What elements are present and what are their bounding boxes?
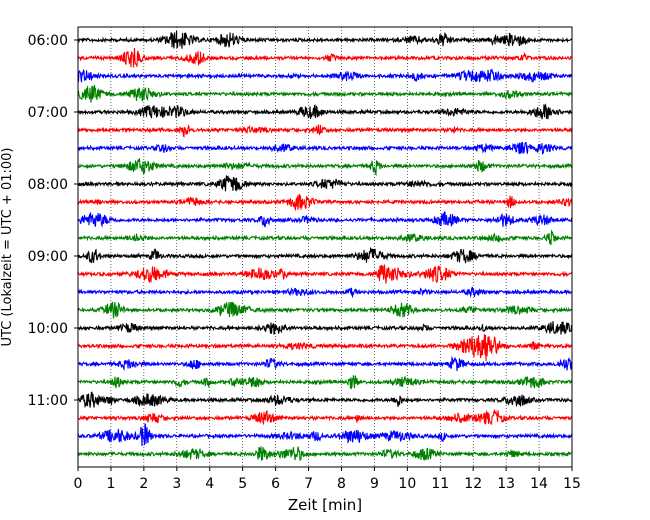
x-axis-ticks: 0 1 2 3 4 5 6 7 8 9 10 11 12 13 14 15 (74, 467, 581, 492)
y-tick-label-3: 09:00 (28, 249, 68, 265)
trace-1030 (77, 355, 573, 372)
x-tick-label-14: 14 (530, 476, 548, 492)
x-tick-label-0: 0 (74, 476, 83, 492)
trace-1000 (77, 321, 573, 335)
trace-0615 (77, 47, 573, 68)
x-tick-label-13: 13 (497, 476, 515, 492)
x-tick-label-15: 15 (563, 476, 581, 492)
y-axis-label: UTC (Lokalzeit = UTC + 01:00) (0, 148, 15, 347)
x-tick-label-3: 3 (172, 476, 181, 492)
trace-0900 (77, 246, 573, 264)
x-tick-label-8: 8 (337, 476, 346, 492)
plot-frame (77, 26, 573, 468)
trace-0930 (77, 286, 573, 299)
y-tick-label-5: 11:00 (28, 393, 68, 409)
x-axis-label: Zeit [min] (288, 496, 362, 514)
x-tick-label-9: 9 (370, 476, 379, 492)
y-tick-label-1: 07:00 (28, 105, 68, 121)
x-tick-label-7: 7 (304, 476, 313, 492)
trace-0830 (77, 211, 573, 228)
trace-0915 (77, 264, 573, 284)
trace-0815 (77, 193, 573, 212)
x-tick-label-2: 2 (139, 476, 148, 492)
x-tick-label-11: 11 (431, 476, 449, 492)
trace-0845 (77, 229, 573, 245)
y-tick-label-2: 08:00 (28, 177, 68, 193)
trace-1100 (77, 391, 573, 408)
y-axis-ticks: 06:00 07:00 08:00 09:00 10:00 11:00 (28, 33, 78, 409)
trace-1115 (77, 408, 573, 425)
trace-0700 (77, 103, 573, 120)
trace-0600 (77, 30, 573, 49)
trace-0800 (77, 175, 573, 192)
trace-1130 (77, 423, 573, 447)
trace-1045 (77, 375, 573, 390)
trace-1015 (77, 334, 573, 362)
trace-0715 (77, 123, 573, 138)
trace-0730 (77, 141, 573, 155)
trace-0630 (77, 68, 573, 83)
y-tick-label-4: 10:00 (28, 321, 68, 337)
trace-0745 (77, 158, 573, 177)
trace-1145 (77, 446, 573, 462)
y-tick-label-0: 06:00 (28, 33, 68, 49)
x-tick-label-12: 12 (464, 476, 482, 492)
x-tick-label-5: 5 (238, 476, 247, 492)
x-tick-label-1: 1 (106, 476, 115, 492)
trace-0945 (77, 301, 573, 319)
trace-0645 (77, 84, 573, 103)
traces (77, 30, 573, 462)
x-tick-label-4: 4 (205, 476, 214, 492)
x-tick-label-10: 10 (398, 476, 416, 492)
x-tick-label-6: 6 (271, 476, 280, 492)
